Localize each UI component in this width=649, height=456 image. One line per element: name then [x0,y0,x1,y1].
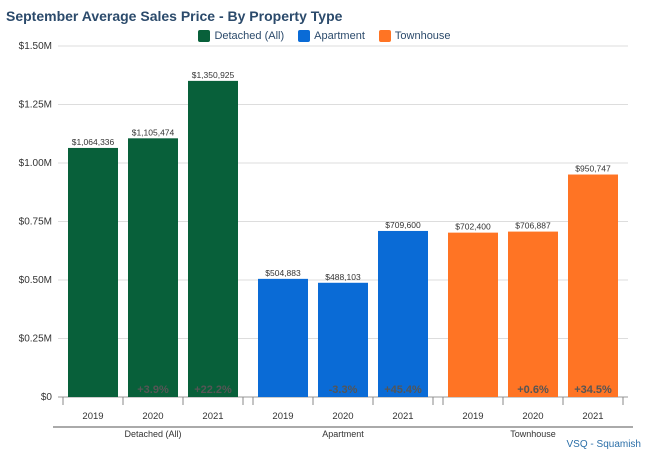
group-label: Townhouse [510,429,556,439]
bar-detached-all--2021 [188,80,238,398]
legend-swatch-townhouse [378,30,391,42]
y-tick-label: $1.25M [19,100,52,111]
legend: Detached (All) Apartment Townhouse [0,30,649,42]
change-label: -3.3% [329,384,358,396]
y-tick-label: $0.50M [19,275,52,286]
legend-item-apartment[interactable]: Apartment [298,30,365,42]
x-tick-label: 2020 [332,411,353,422]
change-label: +45.4% [384,384,422,396]
x-tick-label: 2021 [392,411,413,422]
legend-label-apartment: Apartment [314,30,365,42]
x-tick-label: 2019 [462,411,483,422]
bar-detached-all--2019 [68,147,118,397]
chart-title: September Average Sales Price - By Prope… [6,8,343,24]
bar-apartment-2019 [258,278,308,397]
bar-apartment-2020 [318,282,368,397]
data-label: $1,350,925 [192,70,235,80]
data-label: $709,600 [385,220,421,230]
y-tick-label: $1.00M [19,158,52,169]
bar-townhouse-2020 [508,231,558,397]
data-label: $1,064,336 [72,137,115,147]
x-tick-label: 2020 [142,411,163,422]
data-label: $706,887 [515,221,551,231]
legend-item-detached[interactable]: Detached (All) [198,30,284,42]
change-label: +22.2% [194,384,232,396]
source-note: VSQ - Squamish [566,439,641,450]
legend-swatch-detached [198,30,211,42]
change-label: +3.9% [137,384,169,396]
data-label: $950,747 [575,164,611,174]
x-tick-label: 2021 [202,411,223,422]
data-label: $1,105,474 [132,127,175,137]
bar-townhouse-2019 [448,232,498,397]
x-tick-label: 2019 [82,411,103,422]
data-label: $504,883 [265,268,301,278]
x-tick-label: 2019 [272,411,293,422]
change-label: +34.5% [574,384,612,396]
change-label: +0.6% [517,384,549,396]
x-tick-label: 2021 [582,411,603,422]
group-label: Apartment [322,429,364,439]
y-tick-label: $0 [41,392,53,403]
y-tick-label: $0.75M [19,217,52,228]
legend-item-townhouse[interactable]: Townhouse [378,30,451,42]
bar-detached-all--2020 [128,138,178,397]
y-tick-label: $1.50M [19,41,52,52]
data-label: $488,103 [325,272,361,282]
group-label: Detached (All) [124,429,181,439]
bar-apartment-2021 [378,230,428,397]
data-label: $702,400 [455,222,491,232]
bar-townhouse-2021 [568,174,618,397]
x-tick-label: 2020 [522,411,543,422]
y-tick-label: $0.25M [19,334,52,345]
legend-label-townhouse: Townhouse [394,30,451,42]
legend-swatch-apartment [298,30,311,42]
legend-label-detached: Detached (All) [214,30,285,42]
